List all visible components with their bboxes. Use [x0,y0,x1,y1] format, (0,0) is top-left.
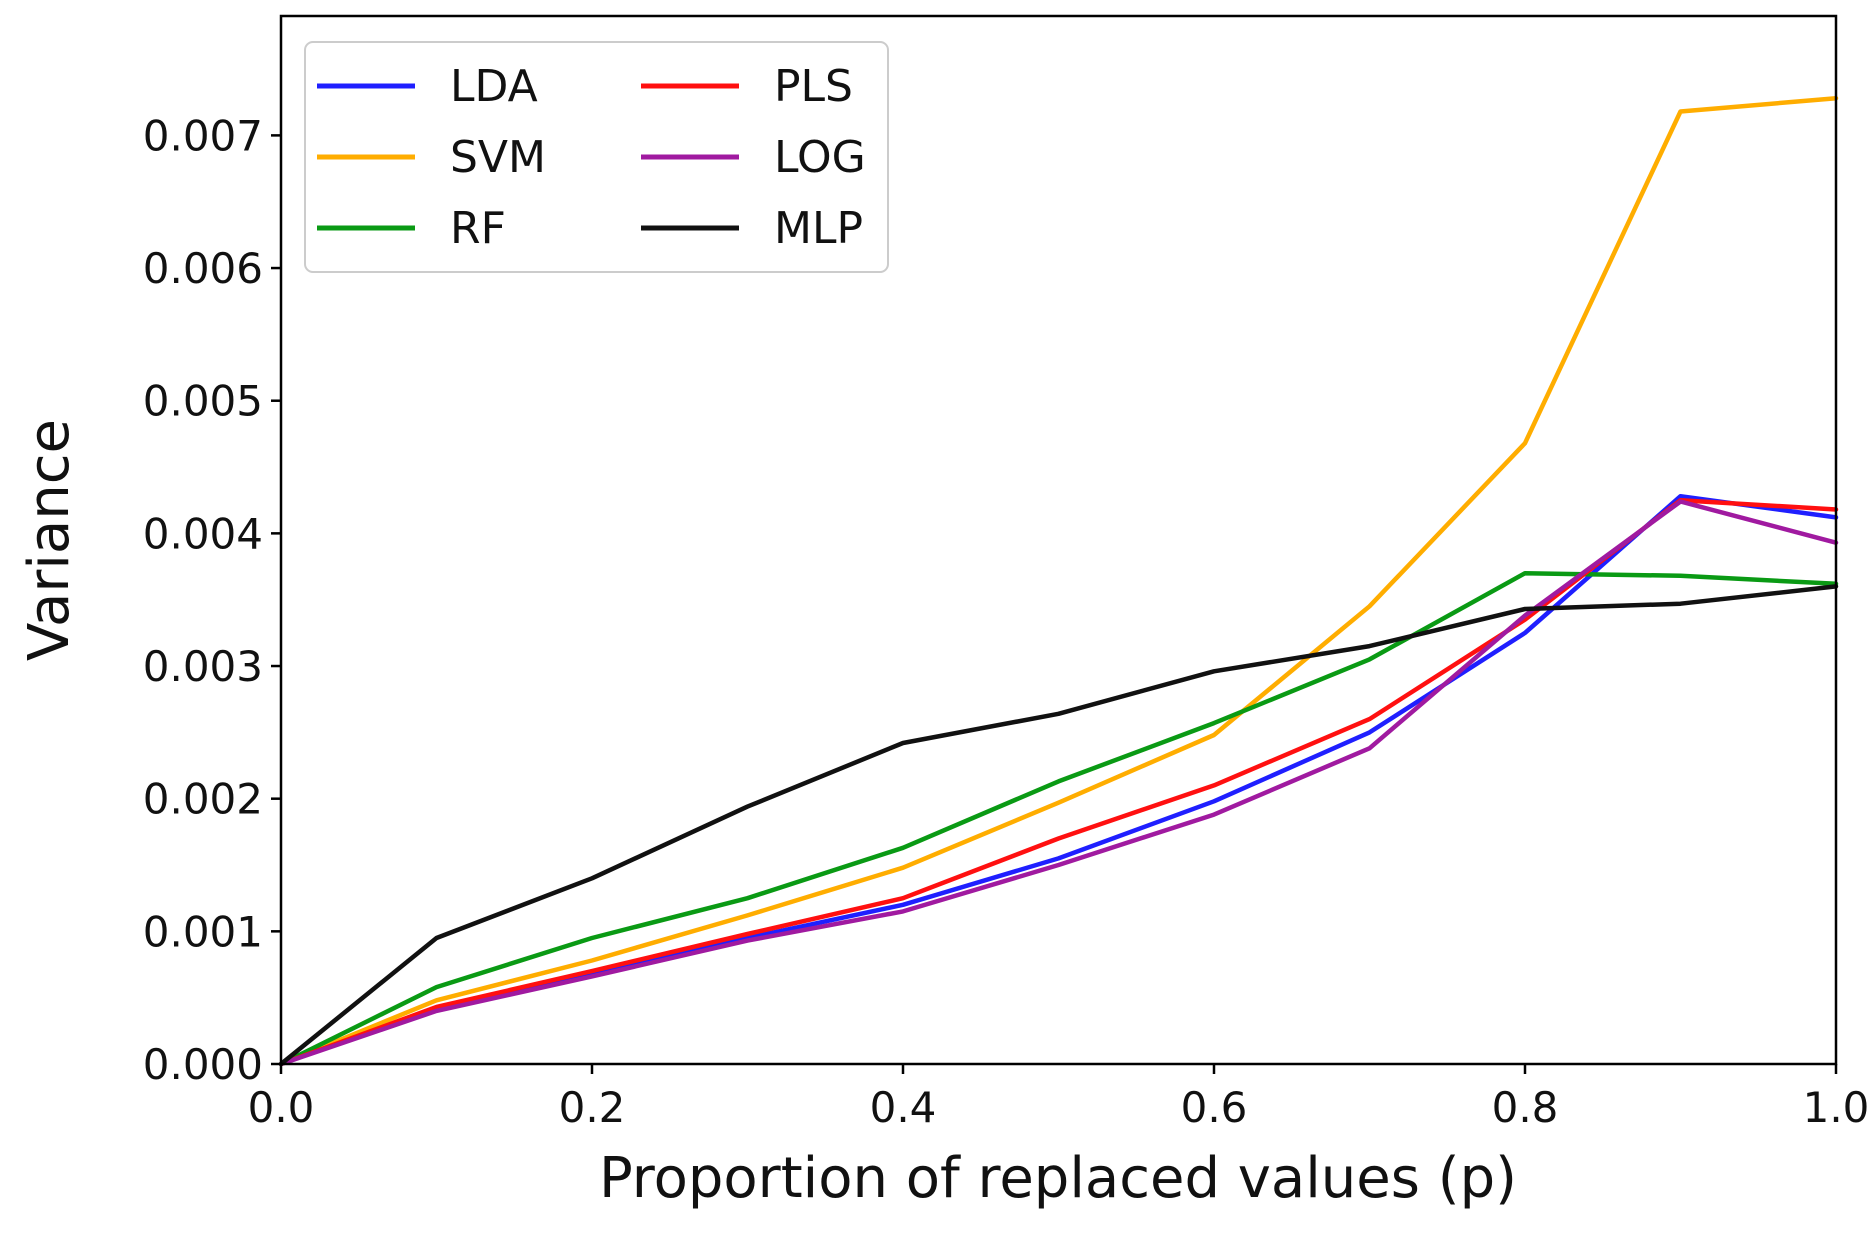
plot-frame [279,14,1838,1066]
y-tick-label: 0.005 [143,377,263,426]
x-tick-label: 0.8 [1492,1083,1559,1132]
series-line-log [278,499,1839,1067]
legend-items: LDA SVM RF PLS LOG MLP [317,61,866,254]
legend-label-lda: LDA [450,61,538,112]
axis-ticks: 0.0 0.2 0.4 0.6 0.8 1.0 0.000 0.001 0.002 0.003 0.… [143,111,1870,1132]
y-tick-label: 0.007 [143,111,263,160]
x-tick-label: 0.0 [248,1083,315,1132]
y-tick-label: 0.006 [143,244,263,293]
legend: LDA SVM RF PLS LOG MLP [304,41,889,273]
x-axis-title: Proportion of replaced values (p) [599,1146,1517,1211]
x-tick-label: 0.6 [1181,1083,1248,1132]
y-tick-label: 0.002 [143,775,263,824]
legend-box [304,41,889,273]
legend-label-rf: RF [450,203,506,254]
y-tick-label: 0.004 [143,509,263,558]
x-tick-label: 0.4 [870,1083,937,1132]
legend-label-mlp: MLP [774,203,863,254]
y-tick-label: 0.001 [143,907,263,956]
series-line-rf [278,570,1839,1067]
series-layer [278,95,1839,1067]
legend-label-log: LOG [774,132,866,183]
legend-label-pls: PLS [774,61,853,112]
x-tick-label: 1.0 [1803,1083,1870,1132]
series-line-mlp [278,584,1839,1067]
y-tick-label: 0.000 [143,1040,263,1089]
series-line-svm [278,95,1839,1067]
y-axis-title: Variance [17,419,82,661]
y-tick-label: 0.003 [143,642,263,691]
legend-label-svm: SVM [450,132,546,183]
x-tick-label: 0.2 [559,1083,626,1132]
